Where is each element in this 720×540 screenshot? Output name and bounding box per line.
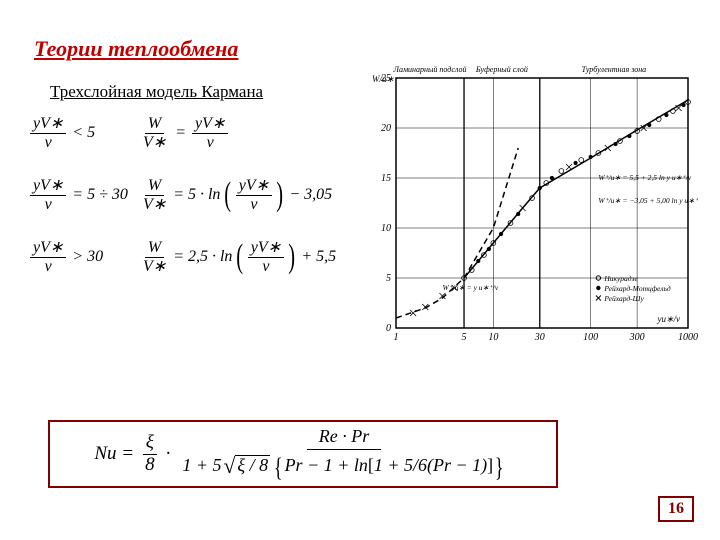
f2l-num: yV∗ [30,177,66,196]
svg-text:W⁺/u∗ = 5,5 + 2,5 ln y u∗⁺/ν: W⁺/u∗ = 5,5 + 2,5 ln y u∗⁺/ν [598,173,692,182]
f1r-rnum: yV∗ [192,115,228,134]
svg-text:W⁺/u∗ = y u∗⁺/ν: W⁺/u∗ = y u∗⁺/ν [442,283,498,292]
f3l-op: > 30 [72,248,103,266]
f1r-lnum: W [145,115,164,134]
f1l-den: ν [42,134,55,152]
formula-row-1: yV∗ ν < 5 W V∗ = yV∗ ν [28,115,348,151]
svg-text:Рейхард-Шу: Рейхард-Шу [603,294,644,303]
svg-text:W⁺/u∗ = −3,05 + 5,00 ln y u∗⁺/: W⁺/u∗ = −3,05 + 5,00 ln y u∗⁺/ν [598,196,698,205]
svg-text:Ламинарный подслой: Ламинарный подслой [393,65,467,74]
svg-text:Никурадзе: Никурадзе [603,274,638,283]
svg-text:300: 300 [629,332,645,343]
f2r-eq: = 5 · ln [173,186,220,204]
f2r-tail: − 3,05 [289,186,332,204]
nusselt-formula-box: Nu = ξ 8 · Re · Pr 1 + 5 √ ξ / 8 { Pr − … [48,420,558,488]
nu-f1d: 8 [142,455,158,476]
svg-text:30: 30 [534,332,545,343]
svg-text:10: 10 [488,332,498,343]
formula-row-2: yV∗ ν = 5 ÷ 30 W V∗ = 5 · ln ( yV∗ ν ) −… [28,177,348,213]
f1r-eq: = [175,124,186,142]
nu-den-c: 1 + 5/6(Pr − 1) [374,456,487,476]
svg-text:W/u∗: W/u∗ [372,74,394,84]
nu-den-a: 1 + 5 [182,456,221,476]
formula-block: yV∗ ν < 5 W V∗ = yV∗ ν yV∗ ν = 5 ÷ 30 [28,115,348,302]
svg-text:15: 15 [381,173,391,184]
svg-text:0: 0 [386,323,391,334]
f3l-num: yV∗ [30,239,66,258]
f2r-lden: V∗ [140,196,169,214]
formula-row-3: yV∗ ν > 30 W V∗ = 2,5 · ln ( yV∗ ν ) + 5… [28,239,348,275]
f3r-eq: = 2,5 · ln [173,248,232,266]
f1l-op: < 5 [72,124,95,142]
f3r-inum: yV∗ [248,239,284,258]
page-number: 16 [658,496,694,522]
nu-f2d: 1 + 5 √ ξ / 8 { Pr − 1 + ln [ 1 + 5/6(Pr… [178,450,509,483]
nu-den-b: Pr − 1 + ln [285,456,368,476]
nu-lhs: Nu = [94,443,134,465]
nu-f2n: Re · Pr [307,425,381,450]
nu-dot: · [166,443,171,465]
nu-f1n: ξ [143,433,157,455]
svg-text:1: 1 [394,332,399,343]
svg-text:10: 10 [381,223,391,234]
svg-text:5: 5 [386,273,391,284]
f1l-num: yV∗ [30,115,66,134]
svg-text:20: 20 [381,123,391,134]
f3r-lden: V∗ [140,258,169,276]
f3l-den: ν [42,258,55,276]
svg-text:yu∗/ν: yu∗/ν [656,314,680,324]
page-subtitle: Трехслойная модель Кармана [50,82,263,102]
f3r-iden: ν [259,258,272,276]
f2l-op: = 5 ÷ 30 [72,186,128,204]
f2r-inum: yV∗ [236,177,272,196]
nu-den-sqrt: ξ / 8 [235,455,270,476]
svg-text:100: 100 [583,332,598,343]
f3r-lnum: W [145,239,164,258]
svg-text:Буферный слой: Буферный слой [475,65,528,74]
f2r-lnum: W [145,177,164,196]
page-title: Теории теплообмена [34,36,238,62]
f3r-tail: + 5,5 [301,248,336,266]
velocity-profile-chart: 05101520251510301003001000Ламинарный под… [358,56,698,356]
f1r-lden: V∗ [140,134,169,152]
svg-text:Рейхард-Мотцфельд: Рейхард-Мотцфельд [603,284,671,293]
svg-text:5: 5 [462,332,467,343]
f1r-rden: ν [204,134,217,152]
f2l-den: ν [42,196,55,214]
f2r-iden: ν [247,196,260,214]
svg-text:Турбулентная зона: Турбулентная зона [582,65,647,74]
svg-text:1000: 1000 [678,332,698,343]
